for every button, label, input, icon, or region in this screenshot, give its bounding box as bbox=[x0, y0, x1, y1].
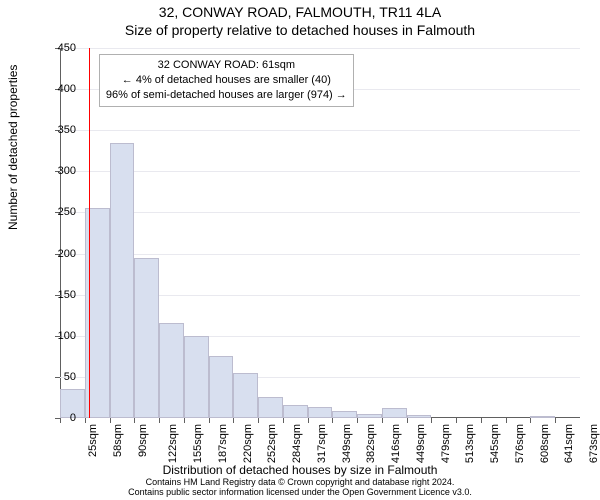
xtick-mark bbox=[407, 418, 408, 423]
xtick-label: 576sqm bbox=[514, 424, 526, 463]
histogram-bar bbox=[530, 416, 555, 418]
xtick-mark bbox=[233, 418, 234, 423]
xtick-label: 90sqm bbox=[137, 424, 149, 457]
xtick-label: 284sqm bbox=[291, 424, 303, 463]
xtick-label: 449sqm bbox=[415, 424, 427, 463]
xtick-mark bbox=[506, 418, 507, 423]
xtick-mark bbox=[481, 418, 482, 423]
xtick-label: 317sqm bbox=[316, 424, 328, 463]
ytick-label: 450 bbox=[58, 42, 76, 54]
histogram-bar bbox=[258, 397, 283, 418]
gridline bbox=[60, 130, 580, 131]
ytick-label: 400 bbox=[58, 83, 76, 95]
xtick-mark bbox=[85, 418, 86, 423]
gridline bbox=[60, 48, 580, 49]
xtick-label: 513sqm bbox=[465, 424, 477, 463]
y-axis-line bbox=[60, 48, 61, 418]
x-axis-label: Distribution of detached houses by size … bbox=[0, 463, 600, 477]
ytick-label: 250 bbox=[58, 206, 76, 218]
histogram-bar bbox=[233, 373, 258, 418]
xtick-mark bbox=[456, 418, 457, 423]
histogram-bar bbox=[332, 411, 357, 418]
histogram-bar bbox=[283, 405, 308, 418]
xtick-label: 416sqm bbox=[390, 424, 402, 463]
histogram-bar bbox=[209, 356, 234, 418]
xtick-mark bbox=[60, 418, 61, 423]
xtick-label: 349sqm bbox=[341, 424, 353, 463]
histogram-bar bbox=[184, 336, 209, 418]
annotation-line-3: 96% of semi-detached houses are larger (… bbox=[106, 88, 347, 103]
xtick-mark bbox=[357, 418, 358, 423]
xtick-mark bbox=[209, 418, 210, 423]
xtick-label: 641sqm bbox=[564, 424, 576, 463]
xtick-label: 673sqm bbox=[588, 424, 600, 463]
xtick-label: 58sqm bbox=[112, 424, 124, 457]
xtick-label: 155sqm bbox=[192, 424, 204, 463]
xtick-mark bbox=[308, 418, 309, 423]
xtick-mark bbox=[332, 418, 333, 423]
xtick-mark bbox=[431, 418, 432, 423]
histogram-bar bbox=[382, 408, 407, 418]
footer-line-2: Contains public sector information licen… bbox=[0, 488, 600, 498]
histogram-bar bbox=[159, 323, 184, 418]
xtick-label: 252sqm bbox=[266, 424, 278, 463]
y-axis-label: Number of detached properties bbox=[6, 65, 20, 230]
ytick-label: 100 bbox=[58, 330, 76, 342]
histogram-bar bbox=[357, 414, 382, 418]
ytick-label: 0 bbox=[70, 412, 76, 424]
gridline bbox=[60, 254, 580, 255]
reference-line bbox=[89, 48, 90, 418]
xtick-mark bbox=[184, 418, 185, 423]
ytick-label: 50 bbox=[64, 371, 76, 383]
xtick-mark bbox=[530, 418, 531, 423]
plot-area: 25sqm58sqm90sqm122sqm155sqm187sqm220sqm2… bbox=[60, 48, 580, 418]
xtick-label: 608sqm bbox=[539, 424, 551, 463]
ytick-mark bbox=[55, 377, 60, 378]
xtick-mark bbox=[134, 418, 135, 423]
annotation-box: 32 CONWAY ROAD: 61sqm← 4% of detached ho… bbox=[99, 54, 354, 107]
ytick-label: 350 bbox=[58, 124, 76, 136]
xtick-mark bbox=[110, 418, 111, 423]
ytick-label: 200 bbox=[58, 248, 76, 260]
annotation-line-1: 32 CONWAY ROAD: 61sqm bbox=[106, 58, 347, 73]
histogram-bar bbox=[134, 258, 159, 418]
xtick-mark bbox=[382, 418, 383, 423]
xtick-label: 220sqm bbox=[242, 424, 254, 463]
annotation-line-2: ← 4% of detached houses are smaller (40) bbox=[106, 73, 347, 88]
gridline bbox=[60, 212, 580, 213]
chart-wrapper: 32, CONWAY ROAD, FALMOUTH, TR11 4LA Size… bbox=[0, 0, 600, 500]
xtick-mark bbox=[555, 418, 556, 423]
xtick-label: 122sqm bbox=[167, 424, 179, 463]
xtick-mark bbox=[159, 418, 160, 423]
xtick-label: 187sqm bbox=[217, 424, 229, 463]
xtick-mark bbox=[283, 418, 284, 423]
xtick-label: 479sqm bbox=[440, 424, 452, 463]
xtick-mark bbox=[258, 418, 259, 423]
ytick-label: 150 bbox=[58, 289, 76, 301]
ytick-label: 300 bbox=[58, 165, 76, 177]
page-title-2: Size of property relative to detached ho… bbox=[0, 22, 600, 38]
xtick-label: 25sqm bbox=[87, 424, 99, 457]
xtick-label: 545sqm bbox=[489, 424, 501, 463]
histogram-bar bbox=[110, 143, 135, 418]
gridline bbox=[60, 171, 580, 172]
histogram-bar bbox=[308, 407, 333, 419]
histogram-bar bbox=[407, 415, 432, 418]
footer-text: Contains HM Land Registry data © Crown c… bbox=[0, 478, 600, 498]
page-title-1: 32, CONWAY ROAD, FALMOUTH, TR11 4LA bbox=[0, 4, 600, 20]
xtick-label: 382sqm bbox=[366, 424, 378, 463]
